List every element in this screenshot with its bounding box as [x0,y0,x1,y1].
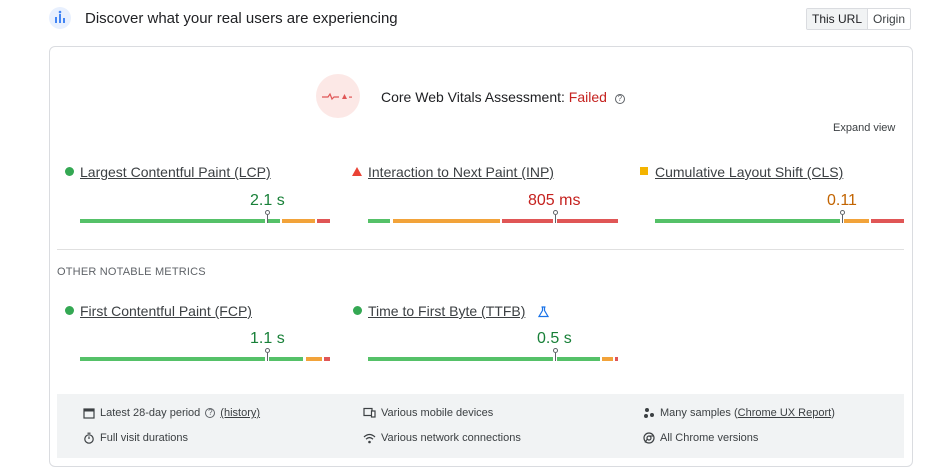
samples-suffix: ) [831,407,835,419]
metric-ttfb-value: 0.5 s [537,330,572,347]
orange-square-icon [640,167,648,175]
history-link[interactable]: (history) [220,407,261,419]
metric-cls-link[interactable]: Cumulative Layout Shift (CLS) [655,164,844,180]
expand-view-button[interactable]: Expand view [833,122,896,134]
metric-lcp-distribution-bar [80,210,330,223]
versions-text: All Chrome versions [660,432,759,444]
metric-lcp-link[interactable]: Largest Contentful Paint (LCP) [80,164,271,180]
green-circle-icon [65,167,74,176]
stopwatch-icon [84,432,94,444]
good-segment [269,357,303,361]
poor-segment [502,219,553,223]
assessment-failed-icon [316,74,360,118]
needs-improvement-segment [282,219,315,223]
assessment-status: Failed [568,89,607,105]
good-segment [80,357,265,361]
experimental-flask-icon [537,305,550,323]
samples-icon [644,408,654,418]
this-url-tab[interactable]: This URL [807,9,869,29]
data-footer: Latest 28-day period ? (history) Various… [57,394,904,458]
chrome-icon [643,432,655,444]
good-segment [655,219,840,223]
needs-improvement-segment [844,219,869,223]
good-segment [268,219,280,223]
poor-segment [324,357,330,361]
red-triangle-icon [352,167,362,176]
durations-text: Full visit durations [100,432,189,444]
crux-logo-icon [49,7,71,29]
calendar-icon [83,408,95,419]
other-metrics-heading: OTHER NOTABLE METRICS [57,266,206,278]
metric-fcp-distribution-bar [80,348,330,361]
footer-samples: Many samples (Chrome UX Report) [643,407,835,419]
poor-segment [615,357,618,361]
field-data-card [49,46,913,467]
footer-durations: Full visit durations [83,432,188,444]
section-header: Discover what your real users are experi… [0,0,952,38]
poor-segment [871,219,904,223]
footer-versions: All Chrome versions [643,432,758,444]
p75-marker [265,348,270,361]
section-divider [57,249,904,250]
green-circle-icon [353,306,362,315]
footer-devices: Various mobile devices [363,407,493,419]
metric-ttfb-link[interactable]: Time to First Byte (TTFB) [368,303,526,319]
good-segment [80,219,265,223]
metric-cls-distribution-bar [655,210,904,223]
origin-tab[interactable]: Origin [873,12,906,26]
good-segment [557,357,600,361]
devices-icon [363,407,376,418]
wifi-icon [363,433,376,444]
url-origin-toggle: This URL Origin [806,8,912,30]
metric-inp-link[interactable]: Interaction to Next Paint (INP) [368,164,554,180]
samples-prefix: Many samples ( [660,407,738,419]
period-text: Latest 28-day period [100,407,201,419]
help-icon[interactable]: ? [614,94,625,104]
needs-improvement-segment [393,219,500,223]
metric-ttfb-distribution-bar [368,348,618,361]
metric-lcp-value: 2.1 s [250,192,285,209]
metric-fcp-link[interactable]: First Contentful Paint (FCP) [80,303,252,319]
good-segment [368,219,390,223]
metric-inp-distribution-bar [368,210,618,223]
metric-inp-value: 805 ms [528,192,581,209]
p75-marker [840,210,845,223]
metric-cls-value: 0.11 [827,192,857,209]
p75-marker [265,210,270,223]
network-text: Various network connections [381,432,521,444]
green-circle-icon [65,306,74,315]
poor-segment [557,219,618,223]
poor-segment [317,219,330,223]
chrome-ux-report-link[interactable]: Chrome UX Report [737,407,832,419]
section-title: Discover what your real users are experi… [85,10,398,27]
footer-period: Latest 28-day period ? (history) [83,407,260,419]
assessment-label: Core Web Vitals Assessment: [381,89,565,105]
needs-improvement-segment [602,357,613,361]
devices-text: Various mobile devices [381,407,494,419]
needs-improvement-segment [306,357,322,361]
help-icon[interactable]: ? [205,408,216,418]
p75-marker [553,348,558,361]
footer-network: Various network connections [363,432,521,444]
assessment-summary: Core Web Vitals Assessment: Failed ? [381,89,625,105]
good-segment [368,357,553,361]
p75-marker [553,210,558,223]
metric-fcp-value: 1.1 s [250,330,285,347]
